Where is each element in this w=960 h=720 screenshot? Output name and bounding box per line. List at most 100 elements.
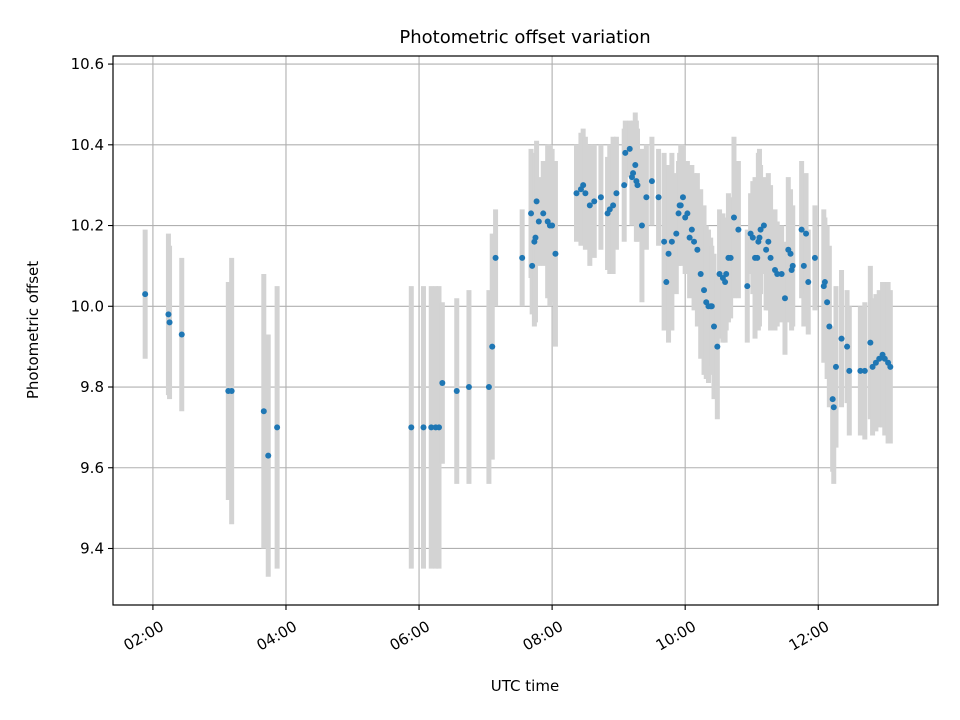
data-point	[485, 384, 492, 391]
data-point	[260, 408, 267, 415]
plot-frame	[112, 55, 939, 606]
data-point	[803, 230, 810, 237]
data-point	[265, 452, 272, 459]
data-point	[677, 202, 684, 209]
data-point	[489, 343, 496, 350]
data-point	[800, 262, 807, 269]
data-point	[626, 145, 633, 152]
data-point	[694, 246, 701, 253]
data-point	[722, 279, 729, 286]
data-point	[697, 270, 704, 277]
data-point	[826, 323, 833, 330]
data-point	[549, 222, 556, 229]
data-point	[774, 270, 781, 277]
data-point	[760, 222, 767, 229]
data-point	[465, 384, 472, 391]
data-point	[872, 359, 879, 366]
data-point	[756, 234, 763, 241]
data-point	[838, 335, 845, 342]
data-point	[765, 238, 772, 245]
data-point	[867, 339, 874, 346]
y-tick-label: 10.4	[71, 136, 104, 154]
data-point	[178, 331, 185, 338]
data-point	[630, 170, 637, 177]
data-point	[648, 178, 655, 185]
data-point	[142, 291, 149, 298]
data-point	[679, 194, 686, 201]
data-point	[821, 279, 828, 286]
data-point	[573, 190, 580, 197]
data-point	[535, 218, 542, 225]
data-point	[420, 424, 427, 431]
y-tick-label: 10.0	[71, 297, 104, 315]
data-point	[711, 323, 718, 330]
data-point	[661, 238, 668, 245]
data-points	[142, 145, 894, 459]
data-point	[436, 424, 443, 431]
data-point	[829, 396, 836, 403]
data-point	[591, 198, 598, 205]
data-point	[811, 254, 818, 261]
data-point	[857, 367, 864, 374]
data-point	[781, 295, 788, 302]
chart-title: Photometric offset variation	[399, 27, 650, 48]
data-point	[643, 194, 650, 201]
data-point	[165, 311, 172, 318]
data-point	[634, 182, 641, 189]
x-axis-label: UTC time	[491, 677, 559, 695]
data-point	[663, 279, 670, 286]
data-point	[228, 388, 235, 395]
data-point	[735, 226, 742, 233]
data-point	[844, 343, 851, 350]
data-point	[846, 367, 853, 374]
data-point	[638, 222, 645, 229]
data-point	[767, 254, 774, 261]
y-tick-label: 10.2	[71, 217, 104, 235]
data-point	[789, 262, 796, 269]
data-point	[428, 424, 435, 431]
y-tick-label: 9.6	[80, 459, 104, 477]
y-tick-label: 10.6	[71, 55, 104, 73]
data-point	[528, 210, 535, 217]
data-point	[714, 343, 721, 350]
data-point	[730, 214, 737, 221]
data-point	[778, 270, 785, 277]
data-point	[586, 202, 593, 209]
data-point	[686, 234, 693, 241]
data-point	[723, 270, 730, 277]
data-point	[876, 355, 883, 362]
grid	[113, 56, 938, 605]
data-point	[763, 246, 770, 253]
data-point	[691, 238, 698, 245]
data-point	[166, 319, 173, 326]
data-point	[673, 230, 680, 237]
y-axis-label: Photometric offset	[24, 261, 42, 399]
data-point	[540, 210, 547, 217]
data-point	[881, 355, 888, 362]
data-point	[716, 270, 723, 277]
data-point	[597, 194, 604, 201]
data-point	[798, 226, 805, 233]
data-point	[665, 250, 672, 257]
y-tick-label: 9.8	[80, 378, 104, 396]
data-point	[613, 190, 620, 197]
data-point	[824, 299, 831, 306]
data-point	[610, 202, 617, 209]
data-point	[727, 254, 734, 261]
data-point	[655, 194, 662, 201]
data-point	[708, 303, 715, 310]
data-point	[552, 250, 559, 257]
data-point	[606, 206, 613, 213]
data-point	[533, 198, 540, 205]
data-point	[787, 250, 794, 257]
data-point	[668, 238, 675, 245]
data-point	[580, 182, 587, 189]
data-point	[832, 363, 839, 370]
data-point	[519, 254, 526, 261]
y-axis: 9.4 9.6 9.8 10.0 10.2 10.4 10.6	[71, 55, 113, 557]
data-point	[757, 226, 764, 233]
data-point	[274, 424, 281, 431]
data-point	[453, 388, 460, 395]
